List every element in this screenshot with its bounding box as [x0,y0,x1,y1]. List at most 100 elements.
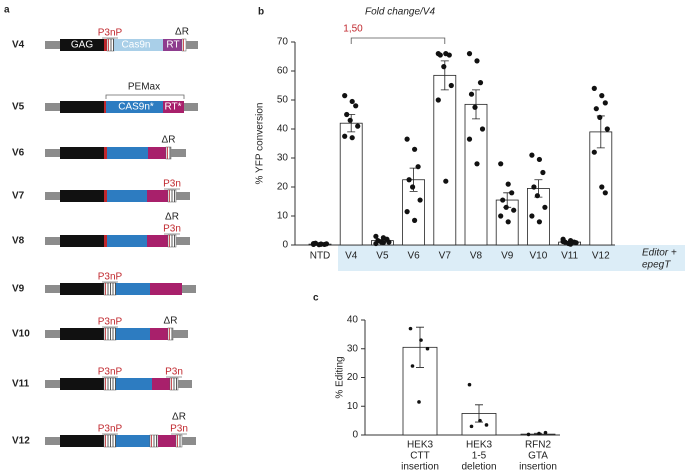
segment [182,437,196,445]
row-label: V5 [12,102,25,113]
data-point [446,52,452,58]
segment [184,103,198,111]
data-point [342,133,348,139]
y-axis-label: % YFP conversion [255,103,266,185]
x-tick-label: GTA [528,451,548,462]
annotation: 1,50 [343,24,363,35]
x-tick-label: V9 [501,251,514,262]
data-point [536,219,543,225]
label-p3np: P3nP [98,317,123,328]
chart-title: Fold change/V4 [365,7,435,18]
data-point [511,207,517,213]
data-point [417,197,423,203]
x-tick-label: insertion [401,462,439,471]
data-point [443,178,449,184]
data-point [599,184,605,190]
y-tick-label: 0 [352,430,358,441]
x-tick-label: V10 [530,251,548,262]
data-point [604,126,610,132]
segment [116,378,152,390]
group-band [338,245,685,271]
segment [163,101,184,113]
segment [106,101,163,113]
segment [116,328,150,340]
segment [178,380,192,388]
x-tick-label: RFN2 [525,440,552,451]
segment [45,149,60,157]
label-p3np: P3nP [98,424,123,435]
row-label: V11 [12,379,30,390]
y-tick-label: 30 [277,153,289,164]
data-point [498,161,504,167]
data-point [412,217,418,223]
x-tick-label: V11 [561,251,578,262]
data-point [425,346,430,351]
data-point [441,64,447,70]
segment [104,39,107,51]
data-point [410,364,415,368]
segment [116,283,150,295]
data-point [404,136,410,142]
segment [107,190,147,202]
segment [60,39,104,51]
segment [150,328,168,340]
data-point [468,91,475,97]
segment [106,38,115,52]
label-p3n: P3n [165,367,183,378]
data-point [469,424,474,429]
segment [186,41,198,49]
segment [148,147,166,159]
label-cas9: CAS9n* [118,102,154,113]
segment [45,380,60,388]
label-pemax: PEMax [128,82,160,93]
data-point [537,431,541,436]
data-point [500,197,506,203]
y-tick-label: 20 [347,372,359,383]
data-point [536,156,543,163]
segment [104,147,107,159]
segment [104,190,107,202]
data-point [419,338,423,342]
data-point [593,106,599,112]
data-point [484,423,489,427]
segment [45,330,60,338]
segment [107,147,148,159]
row-label: V9 [12,284,25,295]
error-bar [416,326,424,368]
data-point [435,97,441,103]
y-tick-label: 50 [277,95,289,106]
segment [45,285,60,293]
data-point [479,126,486,132]
data-point [602,100,608,106]
x-tick-label: HEK3 [407,440,434,451]
x-tick-label: CTT [410,451,429,462]
data-point [347,117,353,123]
y-tick-label: 20 [277,182,289,193]
data-point [373,240,379,247]
data-point [373,233,379,239]
data-point [466,51,473,57]
data-point [498,213,504,219]
data-point [542,204,548,210]
error-bar [472,89,480,120]
label-p3n: P3n [163,224,181,235]
data-point [573,240,579,246]
segment [176,192,190,200]
data-point [597,114,603,120]
segment [182,285,196,293]
bracket [350,37,446,44]
label-dr: ΔR [162,135,176,146]
data-point [526,432,531,437]
data-point [353,103,359,109]
segment [173,330,188,338]
y-tick-label: 60 [277,66,289,77]
bracket [105,94,185,99]
group-label: Editor + [642,248,677,259]
segment [60,147,104,159]
segment [45,192,60,200]
data-point [534,193,541,199]
segment [171,149,186,157]
data-point [404,209,410,215]
label-p3n: P3n [163,179,181,190]
panel-letter: c [313,293,319,304]
